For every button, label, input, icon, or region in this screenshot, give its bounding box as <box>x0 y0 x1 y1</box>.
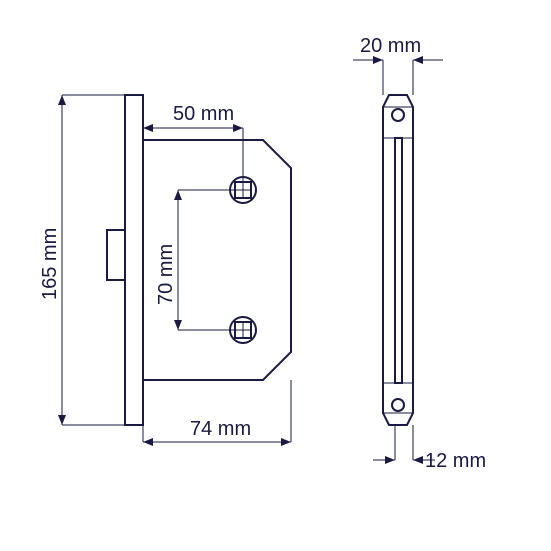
svg-text:12 mm: 12 mm <box>425 450 486 472</box>
svg-text:165 mm: 165 mm <box>39 228 61 300</box>
svg-text:74 mm: 74 mm <box>190 418 251 440</box>
svg-text:50 mm: 50 mm <box>173 103 234 125</box>
svg-text:20 mm: 20 mm <box>360 35 421 57</box>
svg-text:70 mm: 70 mm <box>155 244 177 305</box>
technical-drawing: 165 mm 50 mm 70 mm 74 mm 20 mm 12 mm <box>0 0 551 551</box>
